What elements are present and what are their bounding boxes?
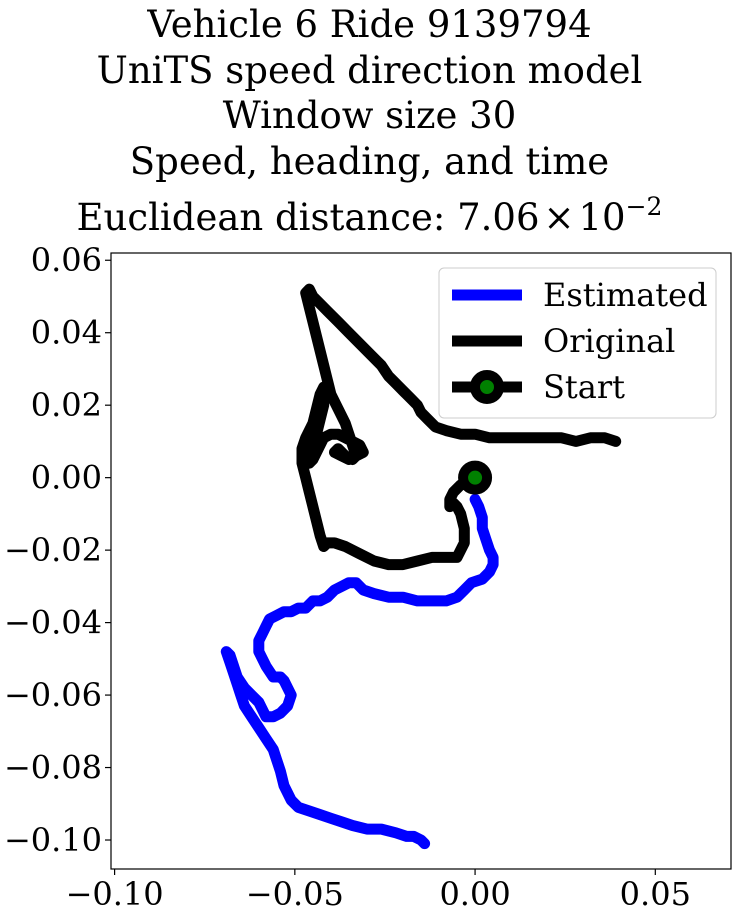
y-tick-label: −0.06 xyxy=(4,676,102,714)
series-line-original xyxy=(296,283,622,571)
ticks-layer: −0.10 −0.05 0.00 0.05 0.06 0.04 0.02 0.00 −0.02 −… xyxy=(4,241,691,913)
metric-times: × xyxy=(543,196,575,239)
legend: Estimated Original Start xyxy=(438,267,717,419)
metric-base: 10 xyxy=(578,196,626,239)
chart-title: Vehicle 6 Ride 9139794 UniTS speed direc… xyxy=(0,2,739,241)
axes-frame xyxy=(110,252,732,870)
series-layer xyxy=(220,283,622,850)
title-line-4: Speed, heading, and time xyxy=(129,139,610,183)
y-tick-label: −0.02 xyxy=(4,531,102,569)
metric-label: Euclidean distance: 7.06 xyxy=(76,196,540,239)
y-tick-label: −0.04 xyxy=(4,604,102,642)
series-line-estimated xyxy=(220,493,499,850)
title-line-2: UniTS speed direction model xyxy=(96,48,643,92)
metric-exponent: −2 xyxy=(625,192,663,221)
y-tick-label: 0.04 xyxy=(31,314,102,352)
x-tick-label: −0.05 xyxy=(246,875,344,913)
legend-label-original: Original xyxy=(543,322,675,360)
y-tick-label: 0.02 xyxy=(31,386,102,424)
y-tick-label: 0.06 xyxy=(31,241,102,279)
y-tick-label: 0.00 xyxy=(31,459,102,497)
x-tick-label: 0.00 xyxy=(439,875,510,913)
x-tick-label: −0.10 xyxy=(66,875,164,913)
title-line-1: Vehicle 6 Ride 9139794 xyxy=(147,3,592,46)
start-marker xyxy=(458,460,493,495)
legend-label-estimated: Estimated xyxy=(543,276,708,314)
title-line-3: Window size 30 xyxy=(222,94,517,137)
legend-frame xyxy=(438,267,717,419)
y-tick-label: −0.10 xyxy=(4,821,102,859)
x-tick-label: 0.05 xyxy=(620,875,691,913)
legend-start-marker xyxy=(470,370,504,404)
y-tick-label: −0.08 xyxy=(4,749,102,787)
title-line-5: Euclidean distance: 7.06 × 10−2 xyxy=(0,184,739,241)
legend-label-start: Start xyxy=(543,368,625,406)
